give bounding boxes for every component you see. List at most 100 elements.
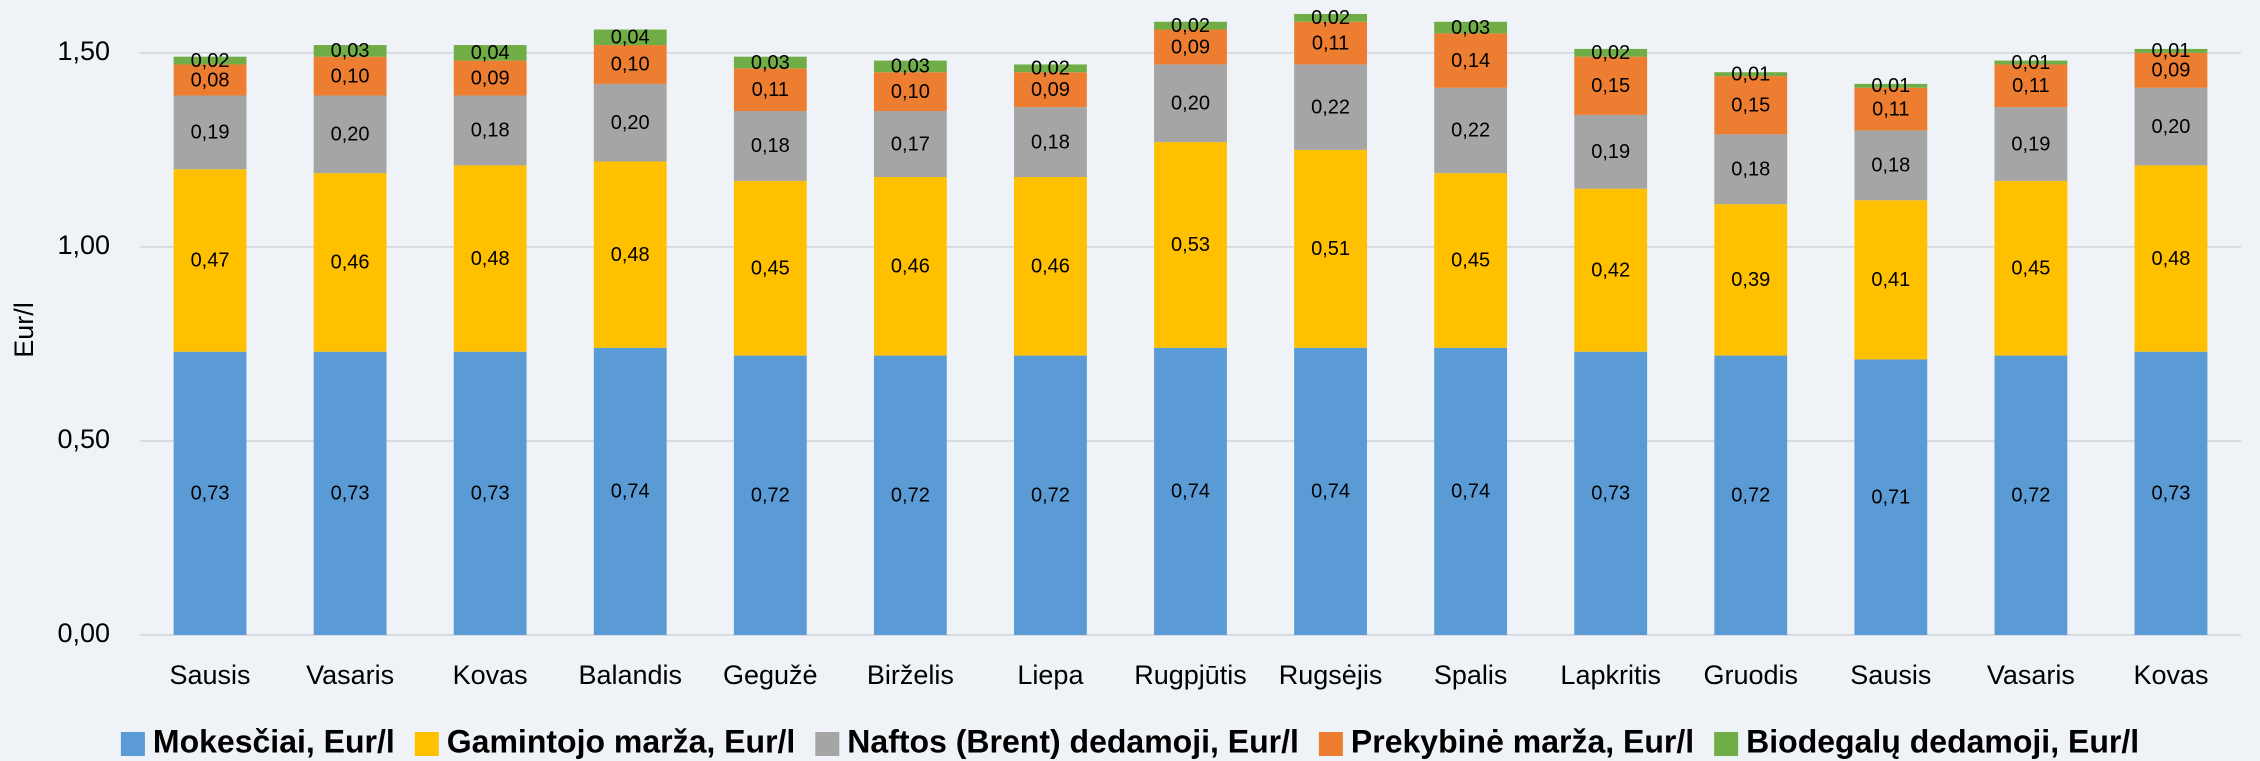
bar-segment <box>593 161 667 348</box>
data-label: 0,46 <box>891 256 930 278</box>
bar-segment <box>1574 351 1648 635</box>
data-label: 0,74 <box>1451 481 1490 503</box>
data-label: 0,72 <box>751 485 790 507</box>
x-tick-label: Gruodis <box>1703 660 1798 690</box>
data-label: 0,03 <box>751 52 790 74</box>
legend-swatch <box>1714 732 1739 756</box>
y-axis-label: Eur/l <box>9 302 39 358</box>
bar-segment <box>173 351 247 635</box>
y-tick-label: 0,50 <box>57 424 110 454</box>
x-tick-label: Lapkritis <box>1560 660 1661 690</box>
legend-swatch <box>414 732 439 756</box>
bar-segment <box>593 83 667 162</box>
bar-segment <box>873 177 947 356</box>
bar-segment <box>173 169 247 352</box>
bar-segment <box>2134 52 2208 88</box>
data-label: 0,09 <box>1031 79 1070 101</box>
bar-segment <box>313 56 387 96</box>
x-tick-label: Liepa <box>1017 660 1084 690</box>
bar-segment <box>1294 347 1367 635</box>
data-label: 0,47 <box>191 250 230 272</box>
bar-segment <box>1714 76 1788 135</box>
data-label: 0,39 <box>1731 269 1770 291</box>
data-label: 0,20 <box>331 124 370 146</box>
data-label: 0,73 <box>331 483 370 505</box>
x-tick-label: Vasaris <box>306 660 394 690</box>
legend-swatch <box>1318 732 1343 756</box>
data-label: 0,42 <box>1591 259 1630 281</box>
bar-segment <box>733 56 807 69</box>
bar-segment <box>1434 173 1508 348</box>
y-tick-label: 0,00 <box>57 618 110 648</box>
bar-segment <box>1294 64 1367 150</box>
bar-segment <box>1154 29 1227 65</box>
data-label: 0,22 <box>1311 96 1350 118</box>
bar-segment <box>453 165 527 352</box>
bar-segment <box>1714 204 1788 356</box>
bar-segment <box>1994 60 2068 65</box>
x-tick-label: Spalis <box>1434 660 1508 690</box>
legend-label: Prekybinė marža, Eur/l <box>1351 723 1694 759</box>
bar-segment <box>1434 347 1508 635</box>
data-label: 0,45 <box>1451 250 1490 272</box>
data-label: 0,72 <box>2011 485 2050 507</box>
data-label: 0,74 <box>611 481 650 503</box>
bar-segment <box>2134 87 2208 166</box>
x-tick-label: Rugsėjis <box>1279 660 1383 690</box>
legend-swatch <box>120 732 145 756</box>
legend-label: Mokesčiai, Eur/l <box>153 723 395 759</box>
data-label: 0,02 <box>1311 7 1350 29</box>
data-label: 0,02 <box>1031 58 1070 80</box>
bar-segment <box>1854 130 1928 201</box>
data-label: 0,14 <box>1451 50 1490 72</box>
y-tick-label: 1,50 <box>57 36 110 66</box>
bar-segment <box>1854 359 1928 635</box>
data-label: 0,01 <box>2151 40 2190 62</box>
data-label: 0,11 <box>752 79 789 101</box>
bar-segment <box>733 68 807 112</box>
bar-segment <box>1434 33 1508 88</box>
data-label: 0,11 <box>2012 75 2049 97</box>
data-label: 0,72 <box>1731 485 1770 507</box>
bar-segment <box>1294 14 1367 22</box>
x-tick-label: Vasaris <box>1987 660 2075 690</box>
data-label: 0,11 <box>1872 98 1909 120</box>
bar-segment <box>1994 180 2068 356</box>
bar-segment <box>1154 142 1227 348</box>
data-label: 0,73 <box>2151 483 2190 505</box>
bar-segment <box>1294 149 1367 348</box>
bar-segment <box>733 355 807 635</box>
data-label: 0,46 <box>331 252 370 274</box>
data-label: 0,10 <box>331 65 370 87</box>
bar-segment <box>1434 87 1508 174</box>
bar-segment <box>313 95 387 174</box>
bar-segment <box>1994 64 2068 108</box>
data-label: 0,08 <box>191 69 230 91</box>
data-label: 0,01 <box>1871 75 1910 97</box>
bar-segment <box>1714 134 1788 205</box>
data-label: 0,18 <box>1031 131 1070 153</box>
bar-segment <box>593 29 667 46</box>
bar-segment <box>1994 107 2068 181</box>
data-label: 0,10 <box>891 81 930 103</box>
x-tick-label: Rugpjūtis <box>1134 660 1247 690</box>
data-label: 0,48 <box>471 248 510 270</box>
data-label: 0,15 <box>1731 94 1770 116</box>
x-tick-label: Gegužė <box>723 660 818 690</box>
data-label: 0,20 <box>2151 116 2190 138</box>
data-label: 0,09 <box>2151 60 2190 82</box>
data-label: 0,09 <box>1171 36 1210 58</box>
data-label: 0,74 <box>1311 481 1350 503</box>
data-label: 0,15 <box>1591 75 1630 97</box>
x-tick-label: Sausis <box>170 660 251 690</box>
data-label: 0,19 <box>191 122 230 144</box>
data-label: 0,01 <box>2011 52 2050 74</box>
data-label: 0,03 <box>1451 17 1490 39</box>
data-label: 0,22 <box>1451 120 1490 142</box>
data-label: 0,18 <box>1871 155 1910 177</box>
bar-segment <box>873 355 947 635</box>
data-label: 0,18 <box>1731 159 1770 181</box>
data-label: 0,19 <box>2011 133 2050 155</box>
bar-segment <box>2134 165 2208 352</box>
